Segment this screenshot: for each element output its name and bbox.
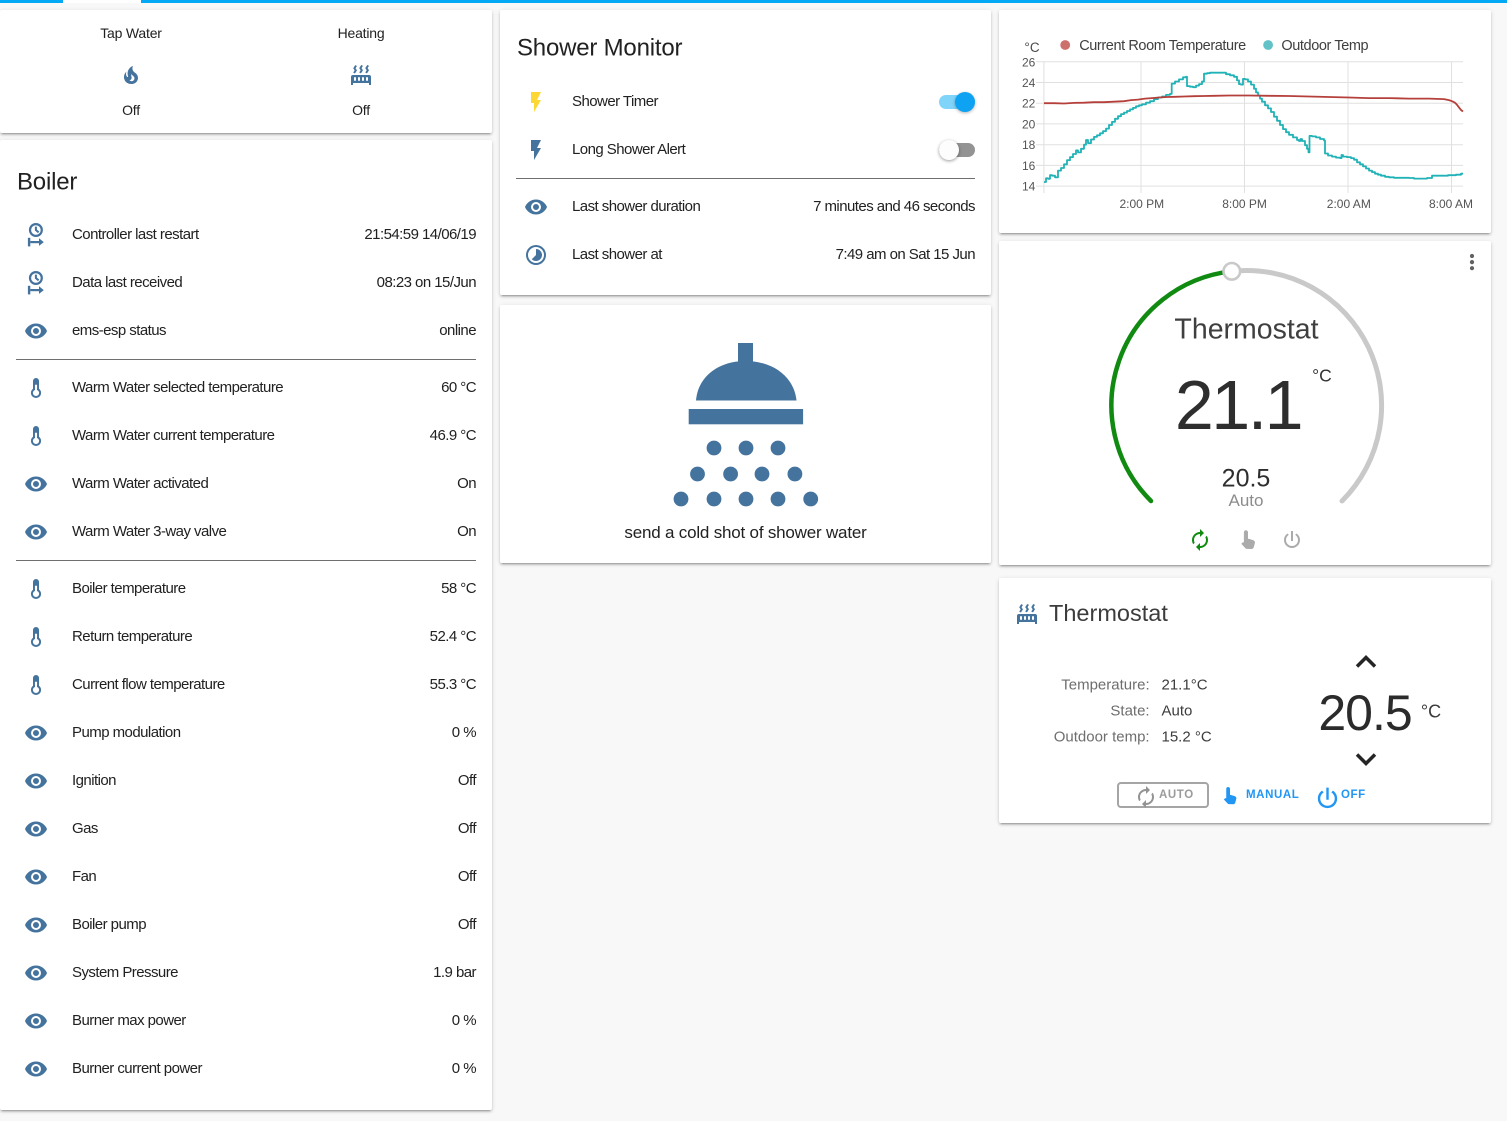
svg-text:2:00 AM: 2:00 AM xyxy=(1327,197,1371,211)
svg-text:18: 18 xyxy=(1022,138,1036,152)
svg-text:Current Room Temperature: Current Room Temperature xyxy=(1079,38,1246,54)
svg-text:8:00 PM: 8:00 PM xyxy=(1222,197,1267,211)
svg-text:16: 16 xyxy=(1022,159,1036,173)
svg-text:24: 24 xyxy=(1022,76,1036,90)
svg-text:Outdoor Temp: Outdoor Temp xyxy=(1281,38,1368,54)
svg-text:20: 20 xyxy=(1022,117,1036,131)
svg-text:14: 14 xyxy=(1022,180,1036,194)
svg-text:22: 22 xyxy=(1022,97,1036,111)
svg-text:26: 26 xyxy=(1022,55,1036,69)
svg-text:2:00 PM: 2:00 PM xyxy=(1119,197,1164,211)
svg-text:8:00 AM: 8:00 AM xyxy=(1429,197,1473,211)
svg-text:°C: °C xyxy=(1024,40,1039,55)
